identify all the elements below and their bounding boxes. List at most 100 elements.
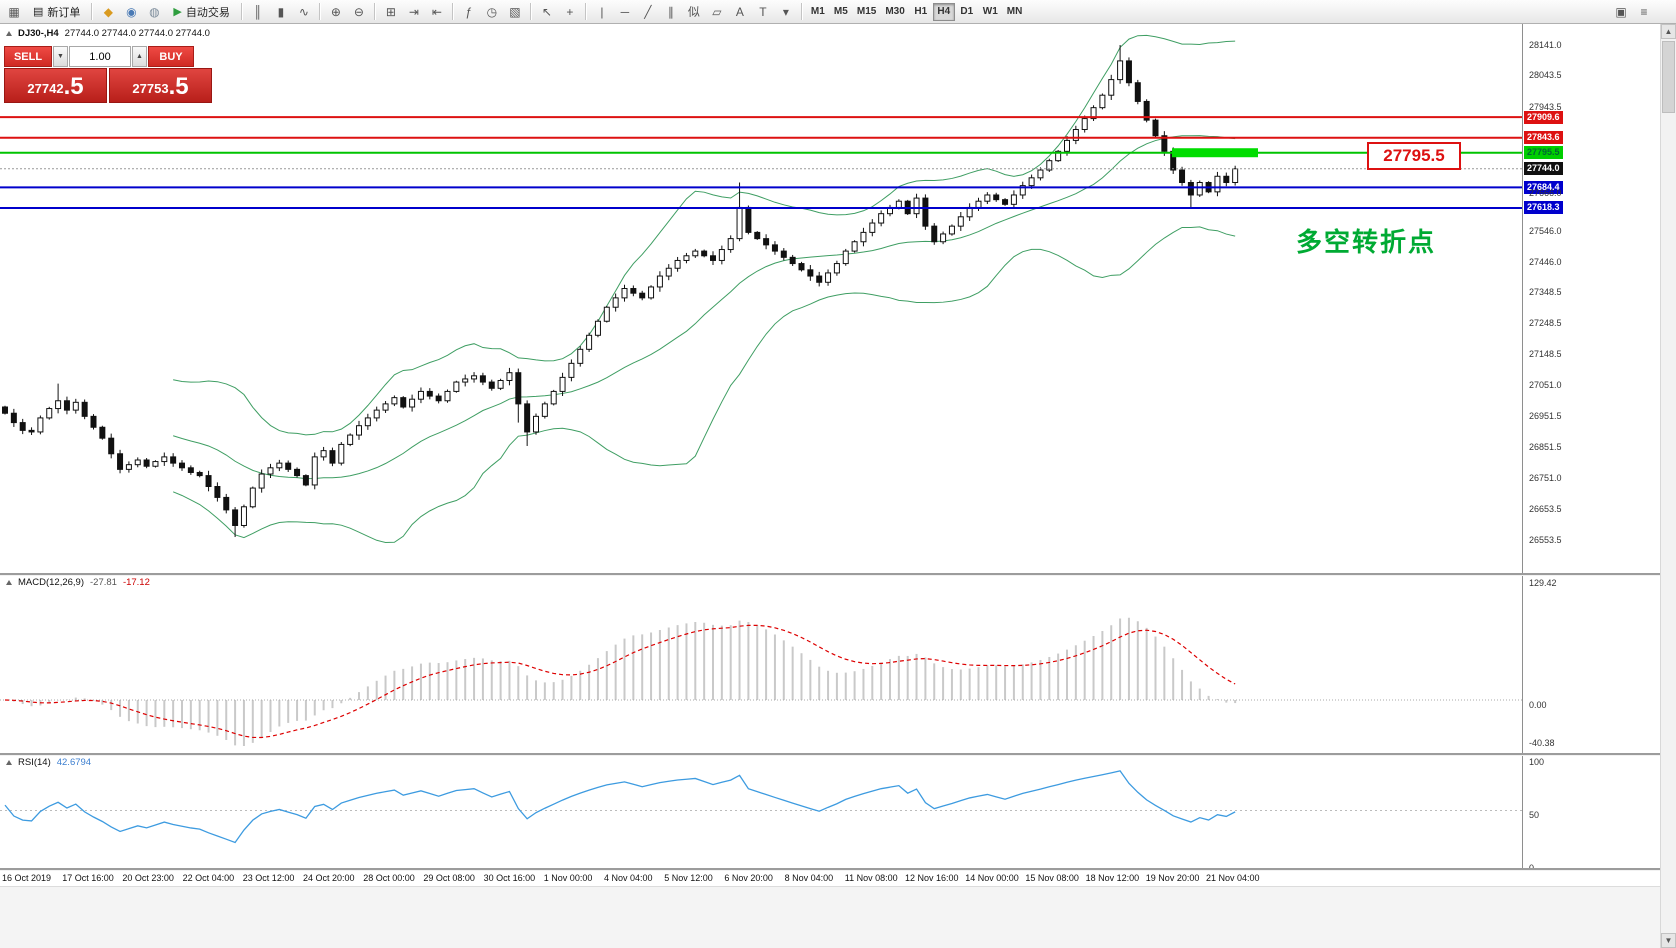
fibonacci-icon[interactable]: 似 (683, 2, 705, 22)
shapes-icon: ▱ (712, 4, 722, 19)
scroll-down-icon[interactable]: ▼ (1661, 933, 1676, 948)
templates-icon[interactable]: ▧ (504, 2, 526, 22)
price-axis[interactable]: 28141.0 28043.5 27943.5 27909.6 27843.6 27795… (1522, 24, 1660, 873)
time-axis-label: 18 Nov 12:00 (1085, 873, 1140, 883)
panel-splitter[interactable] (0, 573, 1660, 576)
axis-price-label: 27051.0 (1529, 379, 1562, 390)
time-axis-label: 15 Nov 08:00 (1025, 873, 1079, 883)
buy-button[interactable]: BUY (148, 46, 194, 67)
sell-dropdown-icon[interactable]: ▼ (53, 46, 68, 67)
timeframe-m1[interactable]: M1 (807, 3, 829, 21)
collapse-icon[interactable] (6, 31, 12, 36)
lot-up-icon[interactable]: ▲ (132, 46, 147, 67)
accounts-icon[interactable]: ◉ (120, 2, 142, 22)
time-axis-label: 6 Nov 20:00 (724, 873, 773, 883)
time-axis-label: 4 Nov 04:00 (604, 873, 653, 883)
vertical-line-icon[interactable]: | (591, 2, 613, 22)
scrollbar-thumb[interactable] (1662, 41, 1675, 113)
toolbar-separator (373, 3, 376, 20)
rsi-panel-canvas[interactable] (0, 753, 1522, 869)
timeframe-m30[interactable]: M30 (881, 3, 908, 21)
deposit-icon[interactable]: ◆ (97, 2, 119, 22)
cursor-icon[interactable]: ↖ (536, 2, 558, 22)
axis-price-tag: 27744.0 (1524, 162, 1563, 176)
autotrade-button[interactable]: ▶ 自动交易 (166, 2, 236, 22)
menu-icon[interactable]: ≡ (1633, 2, 1655, 22)
buy-price-display[interactable]: 27753 .5 (109, 68, 212, 103)
macd-main-value: -27.81 (90, 577, 117, 588)
zoom-in-icon[interactable]: ⊕ (325, 2, 347, 22)
chart-line-icon: ∿ (298, 4, 309, 19)
new-order-button[interactable]: ▤ 新订单 (26, 2, 87, 22)
periods-icon[interactable]: ◷ (481, 2, 503, 22)
time-axis[interactable]: 16 Oct 2019 17 Oct 16:00 20 Oct 23:00 22 Oc… (0, 869, 1660, 886)
timeframe-h4[interactable]: H4 (932, 2, 955, 21)
time-axis-label: 24 Oct 20:00 (303, 873, 355, 883)
axis-price-label: 27943.5 (1529, 101, 1562, 112)
toolbar-separator (529, 3, 532, 20)
channel-icon: ∥ (667, 4, 674, 19)
indicators-icon[interactable]: ƒ (458, 2, 480, 22)
main-chart-canvas[interactable] (0, 24, 1522, 573)
community-icon[interactable]: ◍ (143, 2, 165, 22)
chart-shift-icon[interactable]: ⇤ (426, 2, 448, 22)
collapse-icon[interactable] (6, 580, 12, 585)
chart-window-icon[interactable]: ▣ (1610, 2, 1632, 22)
label-icon[interactable]: T (752, 2, 774, 22)
scroll-up-icon[interactable]: ▲ (1661, 24, 1676, 39)
crosshair-icon[interactable]: + (559, 2, 581, 22)
collapse-icon[interactable] (6, 760, 12, 765)
macd-panel-canvas[interactable] (0, 573, 1522, 753)
price-annotation-box[interactable]: 27795.5 (1367, 142, 1461, 170)
sell-price-display[interactable]: 27742 .5 (4, 68, 107, 103)
zoom-in-icon: ⊕ (330, 4, 341, 19)
vertical-scrollbar[interactable]: ▲ ▼ (1660, 24, 1676, 948)
panel-splitter (0, 868, 1660, 871)
lot-size-input[interactable] (69, 46, 131, 67)
autotrade-button-label: 自动交易 (185, 6, 230, 19)
vertical-line-icon: | (600, 4, 604, 19)
time-axis-label: 20 Oct 23:00 (122, 873, 174, 883)
rsi-axis-label: 50 (1529, 810, 1540, 820)
trendline-icon[interactable]: ╱ (637, 2, 659, 22)
chart-bars-icon[interactable]: ║ (247, 2, 269, 22)
text-icon[interactable]: A (729, 2, 751, 22)
horizontal-line-icon[interactable]: ─ (614, 2, 636, 22)
periods-icon: ◷ (486, 4, 498, 19)
turning-point-annotation[interactable]: 多空转折点 (1296, 227, 1437, 257)
tile-windows-icon[interactable]: ⊞ (380, 2, 402, 22)
time-axis-label: 8 Nov 04:00 (784, 873, 834, 883)
timeframe-d1[interactable]: D1 (956, 3, 978, 21)
zoom-out-icon[interactable]: ⊖ (348, 2, 370, 22)
timeframe-mn[interactable]: MN (1003, 3, 1027, 21)
macd-name: MACD(12,26,9) (18, 577, 84, 588)
arrows-icon[interactable]: ▾ (775, 2, 797, 22)
axis-price-label: 27546.0 (1529, 225, 1562, 236)
autotrade-icon: ▶ (173, 6, 182, 18)
chart-line-icon[interactable]: ∿ (293, 2, 315, 22)
axis-price-label: 28043.5 (1529, 70, 1562, 81)
timeframe-h1[interactable]: H1 (910, 3, 932, 21)
time-axis-label: 5 Nov 12:00 (664, 873, 713, 883)
timeframe-w1[interactable]: W1 (979, 3, 1002, 21)
macd-axis-label: 0.00 (1529, 700, 1547, 710)
panel-splitter[interactable] (0, 753, 1660, 756)
timeframe-group: M1 M5 M15 M30 H1 H4 D1 W1 MN (807, 2, 1027, 21)
shapes-icon[interactable]: ▱ (706, 2, 728, 22)
channel-icon[interactable]: ∥ (660, 2, 682, 22)
timeframe-m15[interactable]: M15 (853, 3, 880, 21)
chart-symbol-label: DJ30-,H4 27744.0 27744.0 27744.0 27744.0 (6, 28, 210, 39)
time-axis-label: 1 Nov 00:00 (543, 873, 593, 883)
macd-axis-label: -40.38 (1529, 738, 1555, 748)
rsi-axis-label: 100 (1529, 757, 1545, 767)
time-axis-label: 12 Nov 16:00 (905, 873, 959, 883)
axis-price-label: 27348.5 (1529, 287, 1562, 298)
sell-button[interactable]: SELL (4, 46, 52, 67)
new-chart-icon[interactable]: ▦ (3, 2, 25, 22)
axis-price-label: 27446.0 (1529, 256, 1562, 267)
toolbar-separator (584, 3, 587, 20)
chart-candles-icon[interactable]: ▮ (270, 2, 292, 22)
auto-scroll-icon[interactable]: ⇥ (403, 2, 425, 22)
axis-price-label: 26951.5 (1529, 410, 1562, 421)
timeframe-m5[interactable]: M5 (830, 3, 852, 21)
